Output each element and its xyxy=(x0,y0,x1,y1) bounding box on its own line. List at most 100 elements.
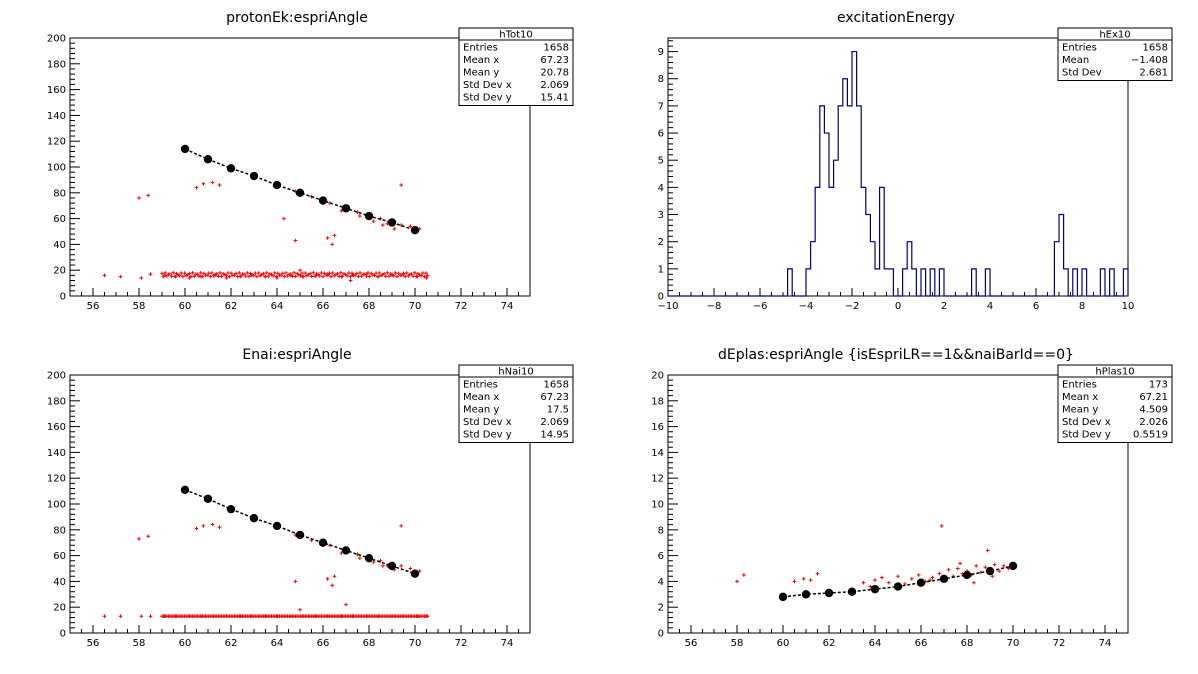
data-point xyxy=(808,578,813,582)
stats-label: Entries xyxy=(463,380,498,391)
data-point xyxy=(301,274,306,279)
mean-marker xyxy=(847,587,857,596)
data-point xyxy=(366,271,370,275)
data-point xyxy=(177,273,182,278)
data-point xyxy=(983,565,988,570)
data-point xyxy=(974,564,978,568)
stats-name: hTot10 xyxy=(499,30,533,41)
data-point xyxy=(339,209,344,213)
data-point xyxy=(880,575,884,580)
y-tick-label: 10 xyxy=(651,500,664,511)
data-point xyxy=(137,196,141,200)
data-point xyxy=(173,274,177,279)
stats-value: 1658 xyxy=(544,380,569,391)
x-tick-label: 62 xyxy=(225,301,238,312)
data-point xyxy=(214,272,219,276)
x-tick-label: 0 xyxy=(895,301,901,312)
x-tick-label: 66 xyxy=(915,638,928,649)
data-point xyxy=(217,183,222,187)
data-point xyxy=(404,271,409,275)
data-point xyxy=(192,274,196,279)
x-tick-label: 6 xyxy=(1033,301,1039,312)
x-tick-label: −6 xyxy=(753,301,768,312)
y-tick-label: 18 xyxy=(651,396,664,407)
stats-name: hEx10 xyxy=(1099,30,1130,41)
y-tick-label: 12 xyxy=(651,474,664,485)
x-tick-label: 58 xyxy=(133,638,146,649)
data-point xyxy=(861,580,866,585)
mean-marker xyxy=(962,570,972,580)
stats-label: Std Dev y xyxy=(463,93,512,104)
data-point xyxy=(873,578,877,582)
data-point xyxy=(266,274,271,279)
mean-marker xyxy=(870,584,880,594)
data-point xyxy=(280,271,285,276)
mean-marker xyxy=(939,574,949,584)
stats-name: hNai10 xyxy=(498,367,533,378)
stats-value: 2.026 xyxy=(1139,417,1168,428)
x-tick-label: 10 xyxy=(1122,301,1135,312)
data-point xyxy=(346,271,351,275)
y-tick-label: 80 xyxy=(53,188,66,199)
mean-marker xyxy=(318,196,328,205)
data-point xyxy=(399,564,403,568)
data-point xyxy=(263,274,267,279)
data-point xyxy=(313,274,317,279)
x-tick-label: 58 xyxy=(133,301,146,312)
data-point xyxy=(348,278,353,283)
data-point xyxy=(235,274,240,279)
data-point xyxy=(356,274,361,279)
data-point xyxy=(997,569,1001,573)
data-point xyxy=(408,224,413,229)
data-point xyxy=(146,193,150,198)
data-point xyxy=(928,578,932,582)
y-tick-label: 200 xyxy=(47,34,66,45)
data-point xyxy=(325,236,330,240)
data-point xyxy=(375,274,380,279)
y-tick-label: 2 xyxy=(658,237,664,248)
data-point xyxy=(139,276,144,280)
data-point xyxy=(946,567,951,572)
data-point xyxy=(409,272,414,276)
fit-line xyxy=(782,565,1014,598)
stats-label: Std Dev xyxy=(1062,68,1102,79)
y-tick-label: 180 xyxy=(47,59,66,70)
x-tick-label: 72 xyxy=(455,301,468,312)
data-point xyxy=(412,270,417,275)
data-point xyxy=(148,272,153,276)
data-point xyxy=(298,268,302,272)
data-point xyxy=(284,271,288,275)
data-point xyxy=(218,270,222,275)
x-tick-label: 60 xyxy=(179,638,192,649)
stats-value: 67.21 xyxy=(1139,392,1168,403)
stats-frame xyxy=(458,364,574,443)
data-point xyxy=(226,271,230,275)
x-tick-label: 60 xyxy=(777,638,790,649)
y-tick-label: 40 xyxy=(53,577,66,588)
data-point xyxy=(399,223,403,227)
mean-marker xyxy=(249,513,259,523)
mean-marker xyxy=(295,530,305,540)
data-point xyxy=(332,574,337,579)
x-tick-label: 2 xyxy=(941,301,947,312)
data-point xyxy=(992,562,997,567)
y-tick-label: 100 xyxy=(47,500,66,511)
data-point xyxy=(421,271,425,275)
data-point xyxy=(208,274,213,279)
y-tick-label: 16 xyxy=(651,422,664,433)
data-point xyxy=(290,274,295,279)
x-tick-label: 68 xyxy=(363,638,376,649)
data-point xyxy=(251,273,256,278)
x-tick-label: 62 xyxy=(823,638,836,649)
mean-marker xyxy=(778,592,788,602)
data-point xyxy=(403,274,407,279)
data-point xyxy=(355,271,359,276)
y-tick-label: 140 xyxy=(47,448,66,459)
data-point xyxy=(868,584,873,589)
data-point xyxy=(292,270,296,275)
x-tick-label: 58 xyxy=(731,638,744,649)
mean-marker xyxy=(387,218,397,227)
x-tick-label: −2 xyxy=(845,301,860,312)
stats-label: Mean y xyxy=(463,405,499,416)
